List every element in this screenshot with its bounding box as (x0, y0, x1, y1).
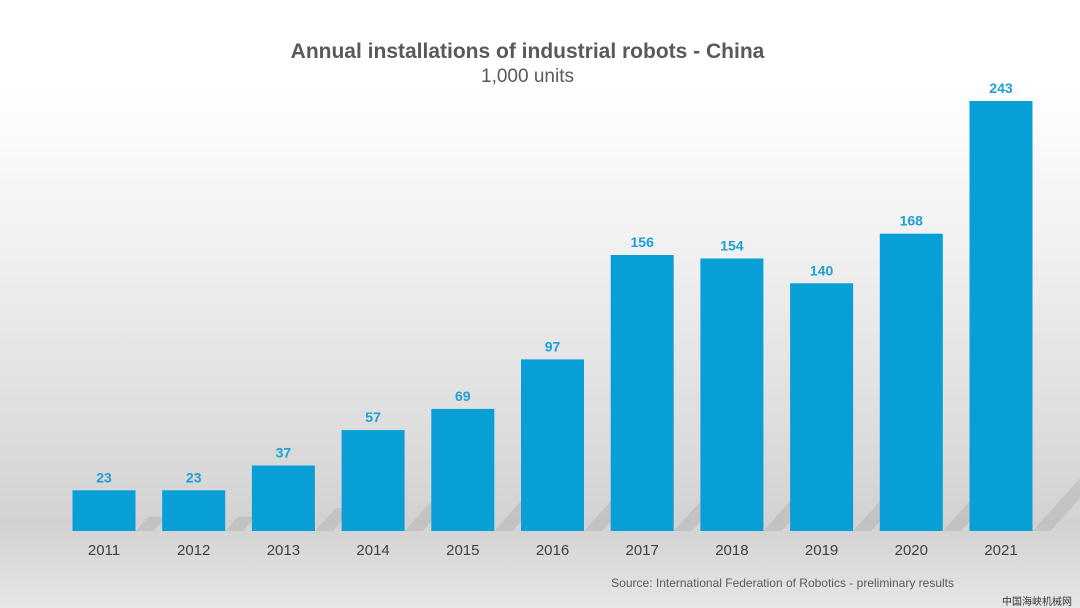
x-axis-tick-labels: 2011 2012 2013 2014 2015 2016 2017 2018 2019 2020… (88, 542, 1018, 559)
bar-value-label: 243 (989, 80, 1013, 96)
bar-value-label: 23 (186, 469, 202, 485)
watermark: 中国海峡机械网 (1002, 597, 1072, 608)
bar-2018 (700, 258, 764, 531)
x-tick-label: 2011 (88, 542, 120, 559)
bar-2020 (879, 233, 943, 531)
bar-2014 (341, 430, 405, 531)
x-tick-label: 2015 (446, 542, 479, 559)
bars (72, 101, 1033, 531)
bar-2019 (790, 283, 854, 531)
bar-value-label: 57 (365, 409, 381, 425)
bar-value-label: 97 (545, 338, 561, 354)
x-tick-label: 2021 (984, 542, 1017, 559)
x-tick-label: 2019 (805, 542, 838, 559)
bar-value-label: 140 (810, 262, 834, 278)
x-tick-label: 2018 (715, 542, 748, 559)
bar-shadow (1032, 478, 1080, 531)
bar-value-label: 154 (720, 238, 744, 254)
x-tick-label: 2016 (536, 542, 569, 559)
x-tick-label: 2012 (177, 542, 210, 559)
bar-2015 (431, 408, 495, 531)
chart-subtitle: 1,000 units (481, 66, 574, 87)
bar-shadow (135, 516, 167, 531)
bar-value-label: 23 (96, 469, 112, 485)
bar-2017 (610, 255, 674, 531)
bar-value-label: 168 (900, 213, 924, 229)
bar-shadow (225, 516, 257, 531)
bar-2021 (969, 101, 1033, 531)
x-tick-label: 2020 (895, 542, 928, 559)
bar-value-label: 156 (631, 234, 655, 250)
x-tick-label: 2017 (626, 542, 659, 559)
chart-title: Annual installations of industrial robot… (290, 40, 765, 63)
x-tick-label: 2014 (356, 542, 389, 559)
bar-value-label: 37 (276, 445, 292, 461)
bar-2012 (162, 490, 226, 531)
bar-value-label: 69 (455, 388, 471, 404)
bar-value-labels: 23 23 37 57 69 97 156 154 140 168 243 (96, 80, 1013, 485)
x-tick-label: 2013 (267, 542, 300, 559)
source-note: Source: International Federation of Robo… (611, 576, 954, 590)
bar-2016 (521, 359, 584, 531)
bar-2011 (72, 490, 136, 531)
bar-2013 (251, 465, 315, 531)
